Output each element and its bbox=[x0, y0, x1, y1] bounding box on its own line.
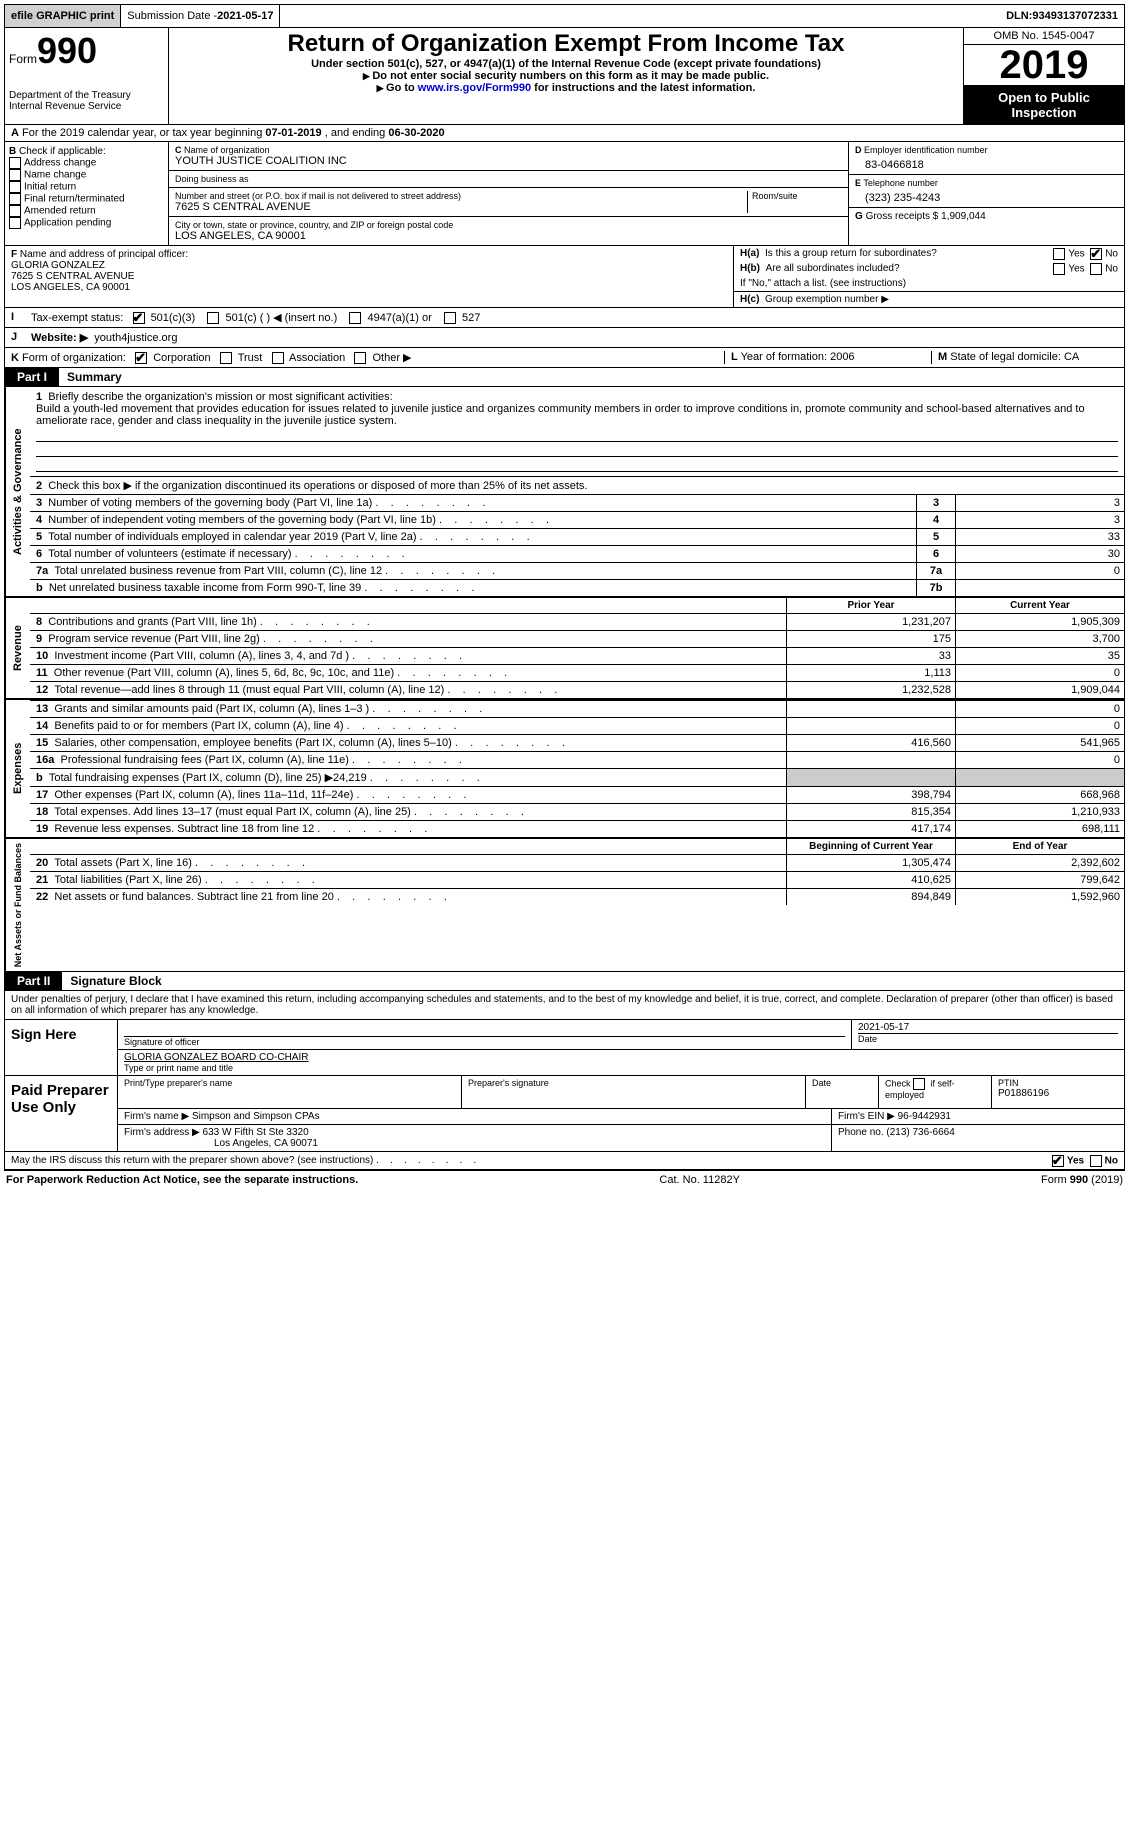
dba-cell: Doing business as bbox=[169, 171, 848, 188]
4947-checkbox[interactable] bbox=[349, 312, 361, 324]
part-1-header: Part I Summary bbox=[4, 368, 1125, 387]
h-note: If "No," attach a list. (see instruction… bbox=[734, 276, 1124, 291]
revenue-label: Revenue bbox=[5, 598, 30, 698]
hb-yes-checkbox[interactable] bbox=[1053, 263, 1065, 275]
initial-return-checkbox[interactable] bbox=[9, 181, 21, 193]
form-header: Form990 Department of the Treasury Inter… bbox=[4, 28, 1125, 125]
discuss-row: May the IRS discuss this return with the… bbox=[5, 1151, 1124, 1169]
discuss-yes-checkbox[interactable] bbox=[1052, 1155, 1064, 1167]
self-employed-checkbox[interactable] bbox=[913, 1078, 925, 1090]
final-return-checkbox[interactable] bbox=[9, 193, 21, 205]
amended-return-checkbox[interactable] bbox=[9, 205, 21, 217]
page-footer: For Paperwork Reduction Act Notice, see … bbox=[4, 1170, 1125, 1189]
table-row: 16a Professional fundraising fees (Part … bbox=[30, 752, 1124, 769]
table-row: 9 Program service revenue (Part VIII, li… bbox=[30, 631, 1124, 648]
dept-treasury: Department of the Treasury bbox=[9, 90, 164, 101]
revenue-section: Revenue Prior YearCurrent Year 8 Contrib… bbox=[4, 598, 1125, 700]
association-checkbox[interactable] bbox=[272, 352, 284, 364]
irs-label: Internal Revenue Service bbox=[9, 101, 164, 112]
expenses-section: Expenses 13 Grants and similar amounts p… bbox=[4, 700, 1125, 839]
entity-info: B Check if applicable: Address change Na… bbox=[4, 142, 1125, 246]
telephone-cell: E Telephone number (323) 235-4243 bbox=[849, 175, 1124, 208]
governance-label: Activities & Governance bbox=[5, 387, 30, 596]
table-row: 19 Revenue less expenses. Subtract line … bbox=[30, 821, 1124, 838]
hb-no-checkbox[interactable] bbox=[1090, 263, 1102, 275]
line-j: J Website: ▶ youth4justice.org bbox=[4, 328, 1125, 348]
table-row: 8 Contributions and grants (Part VIII, l… bbox=[30, 614, 1124, 631]
ha-yes-checkbox[interactable] bbox=[1053, 248, 1065, 260]
table-row: 14 Benefits paid to or for members (Part… bbox=[30, 718, 1124, 735]
public-inspection: Open to Public Inspection bbox=[964, 86, 1124, 124]
name-change-checkbox[interactable] bbox=[9, 169, 21, 181]
table-row: b Total fundraising expenses (Part IX, c… bbox=[30, 769, 1124, 787]
ha-no-checkbox[interactable] bbox=[1090, 248, 1102, 260]
form-title: Return of Organization Exempt From Incom… bbox=[173, 30, 959, 58]
501c3-checkbox[interactable] bbox=[133, 312, 145, 324]
expenses-label: Expenses bbox=[5, 700, 30, 837]
street-cell: Number and street (or P.O. box if mail i… bbox=[169, 188, 848, 217]
box-b: B Check if applicable: Address change Na… bbox=[5, 142, 169, 245]
submission-date: Submission Date - 2021-05-17 bbox=[121, 5, 280, 27]
501c-checkbox[interactable] bbox=[207, 312, 219, 324]
line-a: A For the 2019 calendar year, or tax yea… bbox=[4, 125, 1125, 142]
line-i: I Tax-exempt status: 501(c)(3) 501(c) ( … bbox=[4, 308, 1125, 328]
subtitle-1: Under section 501(c), 527, or 4947(a)(1)… bbox=[173, 58, 959, 70]
netassets-section: Net Assets or Fund Balances Beginning of… bbox=[4, 839, 1125, 972]
governance-table: 2 Check this box ▶ if the organization d… bbox=[30, 476, 1124, 596]
subtitle-3: Go to www.irs.gov/Form990 for instructio… bbox=[173, 82, 959, 94]
table-row: 22 Net assets or fund balances. Subtract… bbox=[30, 889, 1124, 906]
h-b: H(b) Are all subordinates included? Yes … bbox=[734, 261, 1124, 276]
address-change-checkbox[interactable] bbox=[9, 157, 21, 169]
form-number: Form990 bbox=[9, 30, 164, 72]
revenue-table: Prior YearCurrent Year 8 Contributions a… bbox=[30, 598, 1124, 698]
h-c: H(c) Group exemption number ▶ bbox=[734, 291, 1124, 307]
527-checkbox[interactable] bbox=[444, 312, 456, 324]
perjury-statement: Under penalties of perjury, I declare th… bbox=[5, 991, 1124, 1019]
table-row: 10 Investment income (Part VIII, column … bbox=[30, 648, 1124, 665]
table-row: 11 Other revenue (Part VIII, column (A),… bbox=[30, 665, 1124, 682]
netassets-label: Net Assets or Fund Balances bbox=[5, 839, 30, 971]
trust-checkbox[interactable] bbox=[220, 352, 232, 364]
gross-receipts-cell: G Gross receipts $ 1,909,044 bbox=[849, 208, 1124, 225]
governance-section: Activities & Governance 1 Briefly descri… bbox=[4, 387, 1125, 598]
officer-row: F Name and address of principal officer:… bbox=[4, 246, 1125, 308]
org-name-cell: C Name of organization YOUTH JUSTICE COA… bbox=[169, 142, 848, 171]
table-row: 18 Total expenses. Add lines 13–17 (must… bbox=[30, 804, 1124, 821]
line-k: K Form of organization: Corporation Trus… bbox=[4, 348, 1125, 368]
subtitle-2: Do not enter social security numbers on … bbox=[173, 70, 959, 82]
other-checkbox[interactable] bbox=[354, 352, 366, 364]
expenses-table: 13 Grants and similar amounts paid (Part… bbox=[30, 700, 1124, 837]
form990-link[interactable]: www.irs.gov/Form990 bbox=[418, 82, 531, 94]
sign-here-label: Sign Here bbox=[5, 1020, 118, 1075]
netassets-table: Beginning of Current YearEnd of Year 20 … bbox=[30, 839, 1124, 905]
tax-year: 2019 bbox=[964, 45, 1124, 86]
top-bar: efile GRAPHIC print Submission Date - 20… bbox=[4, 4, 1125, 28]
corporation-checkbox[interactable] bbox=[135, 352, 147, 364]
mission-block: 1 Briefly describe the organization's mi… bbox=[30, 387, 1124, 476]
signature-block: Under penalties of perjury, I declare th… bbox=[4, 991, 1125, 1170]
table-row: 20 Total assets (Part X, line 16)1,305,4… bbox=[30, 855, 1124, 872]
dln: DLN: 93493137072331 bbox=[1000, 5, 1124, 27]
table-row: 12 Total revenue—add lines 8 through 11 … bbox=[30, 682, 1124, 699]
line-l: L Year of formation: 2006 bbox=[724, 351, 931, 364]
h-a: H(a) Is this a group return for subordin… bbox=[734, 246, 1124, 261]
application-pending-checkbox[interactable] bbox=[9, 217, 21, 229]
table-row: 15 Salaries, other compensation, employe… bbox=[30, 735, 1124, 752]
efile-print-button[interactable]: efile GRAPHIC print bbox=[5, 5, 121, 27]
line-m: M State of legal domicile: CA bbox=[931, 351, 1118, 364]
table-row: 17 Other expenses (Part IX, column (A), … bbox=[30, 787, 1124, 804]
paid-preparer-label: Paid Preparer Use Only bbox=[5, 1076, 118, 1151]
table-row: 21 Total liabilities (Part X, line 26)41… bbox=[30, 872, 1124, 889]
city-cell: City or town, state or province, country… bbox=[169, 217, 848, 245]
table-row: 13 Grants and similar amounts paid (Part… bbox=[30, 701, 1124, 718]
part-2-header: Part II Signature Block bbox=[4, 972, 1125, 991]
discuss-no-checkbox[interactable] bbox=[1090, 1155, 1102, 1167]
ein-cell: D Employer identification number 83-0466… bbox=[849, 142, 1124, 175]
